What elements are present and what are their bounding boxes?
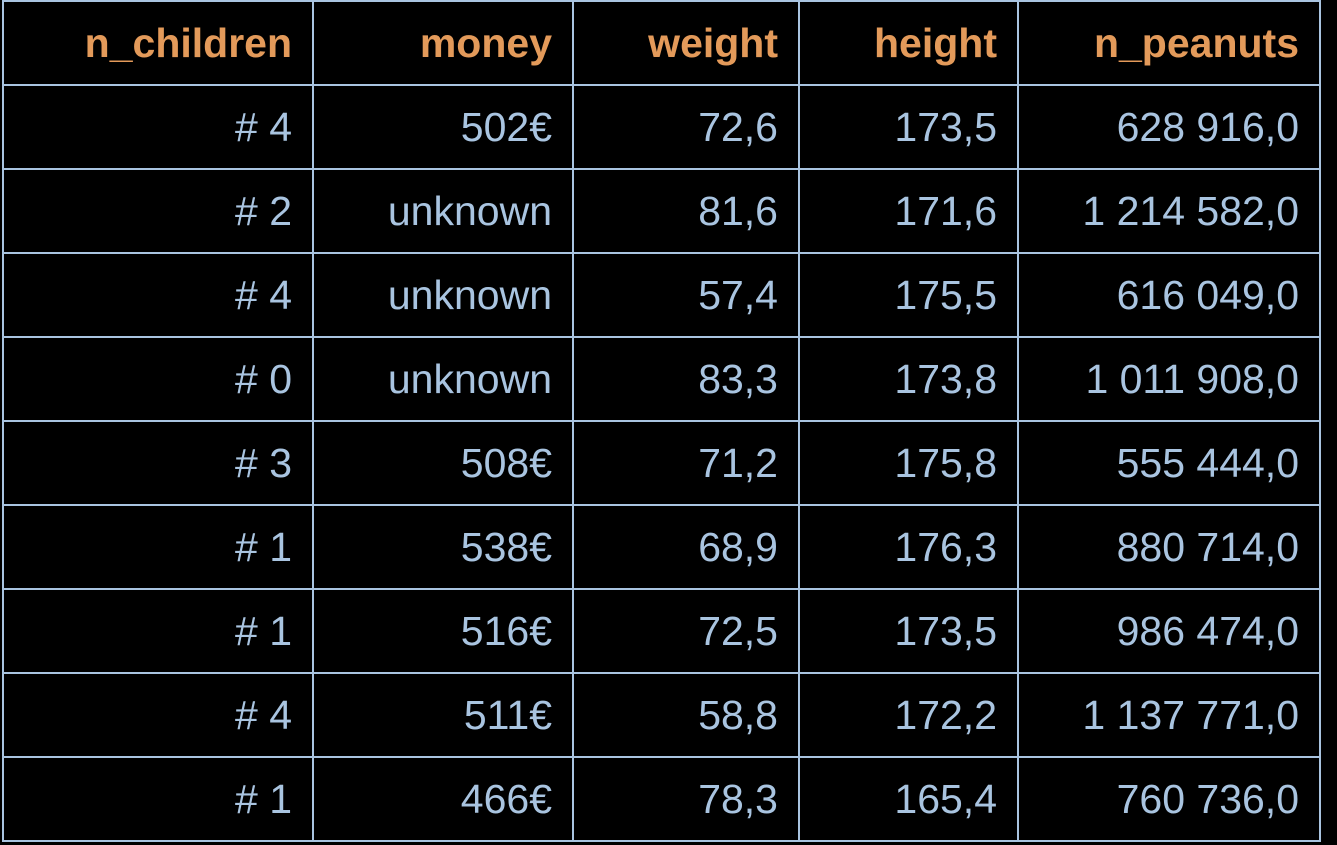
table-row: # 0 unknown 83,3 173,8 1 011 908,0 — [2, 336, 1321, 422]
cell-n-peanuts: 555 444,0 — [1017, 420, 1321, 506]
cell-weight: 83,3 — [572, 336, 800, 422]
cell-money: 466€ — [312, 756, 574, 842]
cell-n-peanuts: 880 714,0 — [1017, 504, 1321, 590]
cell-height: 165,4 — [798, 756, 1019, 842]
table-row: # 1 466€ 78,3 165,4 760 736,0 — [2, 756, 1321, 842]
cell-n-children: # 3 — [2, 420, 314, 506]
cell-weight: 68,9 — [572, 504, 800, 590]
cell-money: unknown — [312, 252, 574, 338]
cell-weight: 72,5 — [572, 588, 800, 674]
cell-height: 176,3 — [798, 504, 1019, 590]
cell-n-children: # 4 — [2, 84, 314, 170]
cell-n-peanuts: 986 474,0 — [1017, 588, 1321, 674]
cell-n-peanuts: 1 214 582,0 — [1017, 168, 1321, 254]
table-row: # 3 508€ 71,2 175,8 555 444,0 — [2, 420, 1321, 506]
cell-n-children: # 4 — [2, 252, 314, 338]
cell-height: 172,2 — [798, 672, 1019, 758]
cell-height: 173,5 — [798, 588, 1019, 674]
cell-weight: 81,6 — [572, 168, 800, 254]
cell-weight: 71,2 — [572, 420, 800, 506]
cell-money: unknown — [312, 168, 574, 254]
column-header-n-children: n_children — [2, 0, 314, 86]
table-row: # 2 unknown 81,6 171,6 1 214 582,0 — [2, 168, 1321, 254]
cell-n-peanuts: 760 736,0 — [1017, 756, 1321, 842]
cell-weight: 78,3 — [572, 756, 800, 842]
table-header-row: n_children money weight height n_peanuts — [2, 0, 1321, 86]
cell-weight: 72,6 — [572, 84, 800, 170]
table-row: # 4 511€ 58,8 172,2 1 137 771,0 — [2, 672, 1321, 758]
cell-height: 175,8 — [798, 420, 1019, 506]
cell-height: 171,6 — [798, 168, 1019, 254]
column-header-money: money — [312, 0, 574, 86]
cell-n-peanuts: 1 137 771,0 — [1017, 672, 1321, 758]
column-header-height: height — [798, 0, 1019, 86]
cell-money: unknown — [312, 336, 574, 422]
column-header-n-peanuts: n_peanuts — [1017, 0, 1321, 86]
cell-height: 175,5 — [798, 252, 1019, 338]
cell-money: 508€ — [312, 420, 574, 506]
cell-n-children: # 4 — [2, 672, 314, 758]
cell-n-children: # 1 — [2, 504, 314, 590]
cell-n-children: # 1 — [2, 588, 314, 674]
cell-n-peanuts: 628 916,0 — [1017, 84, 1321, 170]
cell-money: 502€ — [312, 84, 574, 170]
cell-money: 516€ — [312, 588, 574, 674]
cell-n-peanuts: 1 011 908,0 — [1017, 336, 1321, 422]
cell-weight: 58,8 — [572, 672, 800, 758]
cell-n-children: # 1 — [2, 756, 314, 842]
cell-n-peanuts: 616 049,0 — [1017, 252, 1321, 338]
table-row: # 1 516€ 72,5 173,5 986 474,0 — [2, 588, 1321, 674]
cell-height: 173,5 — [798, 84, 1019, 170]
table-row: # 1 538€ 68,9 176,3 880 714,0 — [2, 504, 1321, 590]
cell-n-children: # 2 — [2, 168, 314, 254]
table-row: # 4 unknown 57,4 175,5 616 049,0 — [2, 252, 1321, 338]
cell-n-children: # 0 — [2, 336, 314, 422]
column-header-weight: weight — [572, 0, 800, 86]
cell-weight: 57,4 — [572, 252, 800, 338]
cell-money: 538€ — [312, 504, 574, 590]
cell-height: 173,8 — [798, 336, 1019, 422]
table-row: # 4 502€ 72,6 173,5 628 916,0 — [2, 84, 1321, 170]
cell-money: 511€ — [312, 672, 574, 758]
